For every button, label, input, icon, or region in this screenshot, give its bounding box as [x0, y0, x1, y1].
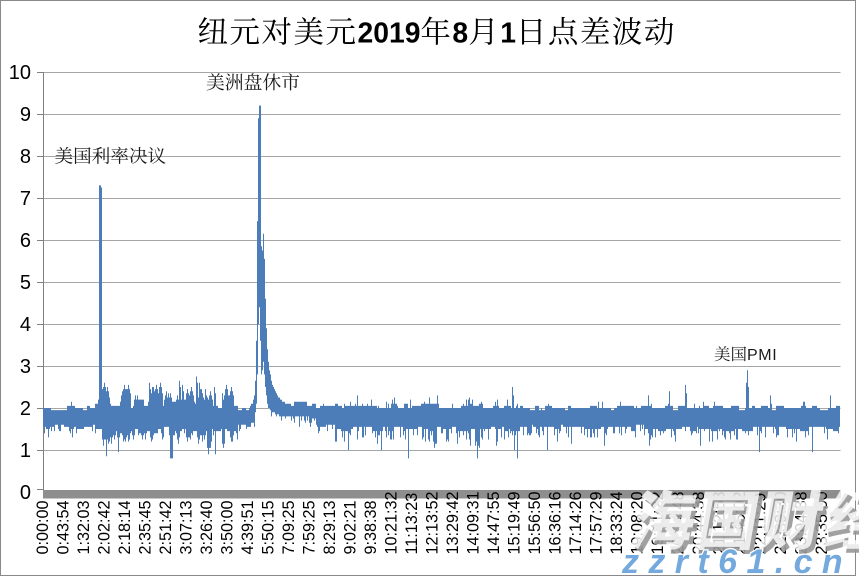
svg-text:7:09:25: 7:09:25 [280, 500, 298, 554]
svg-text:7: 7 [20, 188, 31, 210]
svg-text:1: 1 [500, 17, 516, 49]
svg-text:17:57:29: 17:57:29 [588, 491, 606, 554]
svg-text:8: 8 [20, 146, 31, 168]
svg-text:5:50:15: 5:50:15 [260, 500, 278, 554]
svg-text:2:51:42: 2:51:42 [157, 500, 175, 554]
svg-text:9:38:38: 9:38:38 [362, 500, 380, 554]
svg-text:14:09:31: 14:09:31 [465, 491, 483, 554]
svg-text:0:00:00: 0:00:00 [34, 500, 52, 554]
svg-text:3:26:40: 3:26:40 [198, 500, 216, 554]
svg-text:0: 0 [20, 482, 31, 504]
svg-text:3:50:00: 3:50:00 [219, 500, 237, 554]
svg-text:PMI: PMI [747, 347, 777, 364]
svg-text:3: 3 [20, 356, 31, 378]
svg-text:1: 1 [20, 440, 31, 462]
svg-text:3:07:13: 3:07:13 [178, 500, 196, 554]
svg-text:6: 6 [20, 230, 31, 252]
svg-text:18:33:24: 18:33:24 [608, 491, 626, 554]
svg-text:10: 10 [9, 62, 31, 84]
svg-text:1:32:03: 1:32:03 [75, 500, 93, 554]
svg-text:2: 2 [20, 398, 31, 420]
svg-text:4: 4 [20, 314, 31, 336]
svg-text:2:02:42: 2:02:42 [96, 500, 114, 554]
svg-text:9: 9 [20, 104, 31, 126]
svg-text:15:56:50: 15:56:50 [526, 491, 544, 554]
svg-text:0:43:54: 0:43:54 [55, 500, 73, 554]
svg-text:4:39:51: 4:39:51 [239, 500, 257, 554]
svg-text:2:18:14: 2:18:14 [116, 500, 134, 554]
svg-text:14:47:55: 14:47:55 [485, 491, 503, 554]
svg-text:8: 8 [452, 17, 468, 49]
svg-text:2019: 2019 [358, 17, 421, 49]
svg-text:7:59:25: 7:59:25 [301, 500, 319, 554]
svg-text:15:19:49: 15:19:49 [506, 491, 524, 554]
svg-text:12:13:52: 12:13:52 [424, 491, 442, 554]
svg-text:5: 5 [20, 272, 31, 294]
svg-text:2:35:45: 2:35:45 [137, 500, 155, 554]
svg-text:16:36:16: 16:36:16 [547, 491, 565, 554]
svg-text:13:29:42: 13:29:42 [444, 491, 462, 554]
svg-text:zzrt61.cn: zzrt61.cn [621, 543, 852, 577]
svg-text:10:21:32: 10:21:32 [383, 491, 401, 554]
svg-text:9:02:21: 9:02:21 [342, 500, 360, 554]
svg-text:8:29:13: 8:29:13 [321, 500, 339, 554]
svg-text:11:13:23: 11:13:23 [403, 493, 421, 555]
svg-text:17:14:26: 17:14:26 [567, 491, 585, 554]
